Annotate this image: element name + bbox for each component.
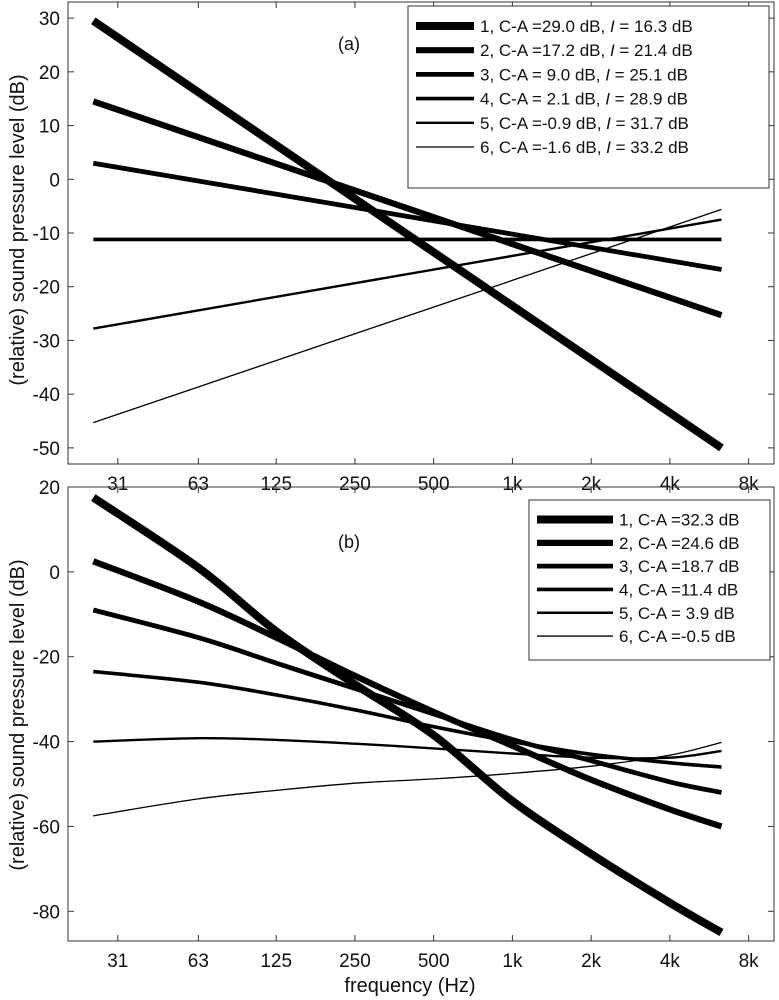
y-axis-label-b: (relative) sound pressure level (dB): [7, 559, 29, 870]
y-tick-label: 0: [49, 170, 60, 191]
x-tick-label: 125: [260, 951, 292, 972]
legend-box: [528, 499, 771, 661]
legend-entry-3: 3, C-A = 9.0 dB, I = 25.1 dB: [480, 65, 688, 84]
x-tick-label: 8k: [739, 951, 760, 972]
x-axis-label: frequency (Hz): [344, 975, 475, 997]
y-tick-label: -30: [33, 331, 60, 352]
x-tick-label: 63: [188, 474, 209, 495]
legend-entry-2: 2, C-A =17.2 dB, I = 21.4 dB: [480, 41, 693, 60]
x-tick-label: 31: [107, 474, 128, 495]
series-line-4: [93, 669, 722, 769]
x-tick-label: 250: [339, 951, 371, 972]
x-tick-label: 500: [418, 474, 450, 495]
y-tick-label: -20: [33, 648, 60, 669]
x-tick-label: 500: [418, 951, 450, 972]
legend-entry-1: 1, C-A =29.0 dB, I = 16.3 dB: [480, 17, 693, 36]
legend-entry-5: 5, C-A = 3.9 dB: [619, 604, 735, 623]
y-tick-label: -40: [33, 385, 60, 406]
y-tick-label: 30: [39, 9, 60, 30]
x-tick-label: 2k: [581, 474, 602, 495]
x-tick-label: 63: [188, 951, 209, 972]
x-tick-label: 8k: [739, 474, 760, 495]
x-tick-label: 2k: [581, 951, 602, 972]
x-tick-label: 4k: [660, 951, 681, 972]
y-tick-label: -50: [33, 439, 60, 460]
panel-a: 31 63 125 250 500 1k 2k 4k 8k 30 20 10 0 -10 -20 -30 -40…: [33, 1, 775, 495]
legend-entry-6: 6, C-A =-1.6 dB, I = 33.2 dB: [480, 138, 689, 157]
x-tick-label: 250: [339, 474, 371, 495]
x-tick-label: 1k: [502, 951, 523, 972]
legend-entry-4: 4, C-A = 2.1 dB, I = 28.9 dB: [480, 90, 688, 109]
x-tick-label: 1k: [502, 474, 523, 495]
x-tick-label: 125: [260, 474, 292, 495]
series-line-5: [93, 736, 722, 760]
panel-tag: (a): [338, 34, 360, 54]
plot-frame: [67, 486, 775, 942]
y-tick-label: 20: [39, 478, 60, 499]
series-line-2: [92, 558, 723, 830]
y-tick-label: -10: [33, 224, 60, 245]
legend-entry-5: 5, C-A =-0.9 dB, I = 31.7 dB: [480, 114, 689, 133]
series-line-3: [92, 160, 722, 272]
legend-entry-2: 2, C-A =24.6 dB: [619, 534, 740, 553]
x-tick-label: 31: [107, 951, 128, 972]
series-line-6: [93, 741, 722, 817]
y-tick-label: 0: [49, 563, 60, 584]
series-line-2: [92, 98, 723, 319]
y-tick-label: -20: [33, 278, 60, 299]
y-tick-label: -60: [33, 817, 60, 838]
y-tick-label: -80: [33, 902, 60, 923]
series-line-1: [91, 17, 724, 452]
series-line-3: [92, 607, 722, 795]
x-tick-label: 4k: [660, 474, 681, 495]
series-line-6: [93, 208, 722, 424]
panel-b: 31 63 125 250 500 1k 2k 4k 8k 20 0 -20 -40 -60 -80 (b) 1…: [33, 478, 775, 972]
legend-entry-4: 4, C-A =11.4 dB: [619, 580, 738, 599]
series-line-1: [91, 494, 724, 936]
y-tick-label: 10: [39, 117, 60, 138]
legend: 1, C-A =29.0 dB, I = 16.3 dB 2, C-A =17.2…: [407, 5, 770, 189]
legend-entry-1: 1, C-A =32.3 dB: [619, 511, 740, 530]
panel-tag: (b): [338, 532, 360, 552]
series-line-5: [93, 218, 722, 330]
legend-entry-3: 3, C-A =18.7 dB: [619, 557, 740, 576]
y-tick-label: -40: [33, 733, 60, 754]
y-axis-label-a: (relative) sound pressure level (dB): [7, 74, 29, 385]
y-tick-label: 20: [39, 63, 60, 84]
legend-entry-6: 6, C-A =-0.5 dB: [619, 627, 736, 646]
legend: 1, C-A =32.3 dB 2, C-A =24.6 dB 3, C-A =18…: [528, 499, 771, 661]
